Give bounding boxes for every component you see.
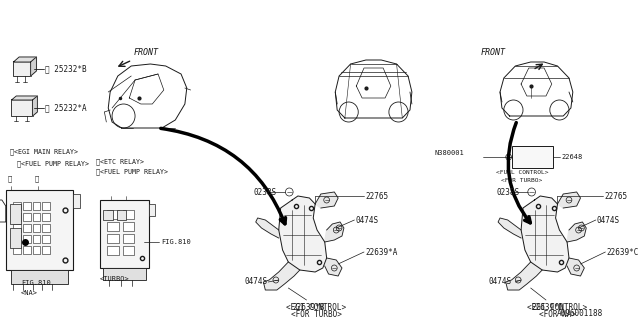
Bar <box>23 224 31 232</box>
Bar <box>513 146 553 168</box>
Bar <box>123 222 134 231</box>
Polygon shape <box>498 218 521 238</box>
Polygon shape <box>33 96 37 116</box>
Bar <box>33 235 40 243</box>
Text: 0474S: 0474S <box>596 215 620 225</box>
Bar <box>123 246 134 255</box>
Text: <NA>: <NA> <box>21 290 38 296</box>
Text: ②<FUEL PUMP RELAY>: ②<FUEL PUMP RELAY> <box>96 168 168 175</box>
Text: ② 25232*A: ② 25232*A <box>45 103 86 113</box>
Bar <box>42 246 50 254</box>
Bar <box>6 190 73 270</box>
Bar <box>23 246 31 254</box>
Polygon shape <box>567 258 584 276</box>
Polygon shape <box>506 262 542 290</box>
Bar <box>42 202 50 210</box>
Text: FIG.810: FIG.810 <box>21 280 51 286</box>
Text: 22639*D: 22639*D <box>532 303 564 312</box>
Bar <box>42 224 50 232</box>
Bar <box>12 100 33 116</box>
Text: 22639*B: 22639*B <box>292 303 324 312</box>
Bar <box>23 202 31 210</box>
Bar <box>10 228 21 248</box>
Bar <box>73 194 81 208</box>
Text: <FUEL CONTROL>: <FUEL CONTROL> <box>496 170 548 175</box>
Bar <box>123 210 134 219</box>
Bar <box>149 204 155 216</box>
Text: <FOR TURBO>: <FOR TURBO> <box>291 310 342 319</box>
Bar <box>42 213 50 221</box>
Text: 0238S: 0238S <box>496 188 519 196</box>
Polygon shape <box>264 262 300 290</box>
Bar <box>13 224 21 232</box>
Text: <EGI CONTROL>: <EGI CONTROL> <box>527 303 588 312</box>
Text: 0238S: 0238S <box>254 188 277 196</box>
Bar <box>23 213 31 221</box>
Polygon shape <box>13 57 36 62</box>
Polygon shape <box>324 222 344 242</box>
Bar <box>10 204 21 224</box>
Bar <box>104 268 145 280</box>
Bar <box>13 213 21 221</box>
Bar <box>13 246 21 254</box>
Text: ①<EGI MAIN RELAY>: ①<EGI MAIN RELAY> <box>10 148 77 155</box>
Text: FIG.810: FIG.810 <box>161 239 191 245</box>
Bar <box>42 235 50 243</box>
Text: <TURBO>: <TURBO> <box>100 276 129 282</box>
Polygon shape <box>557 192 580 208</box>
Polygon shape <box>567 222 586 242</box>
Text: ②<ETC RELAY>: ②<ETC RELAY> <box>96 158 144 164</box>
Text: 22639*A: 22639*A <box>365 247 397 257</box>
Bar <box>13 202 21 210</box>
Text: ①: ① <box>8 175 12 182</box>
Text: N380001: N380001 <box>435 150 465 156</box>
Bar <box>13 62 31 76</box>
Bar <box>33 213 40 221</box>
Bar <box>23 235 31 243</box>
Polygon shape <box>324 258 342 276</box>
Bar <box>108 246 119 255</box>
Bar <box>10 270 68 284</box>
Bar <box>33 202 40 210</box>
Text: A096001188: A096001188 <box>557 309 604 318</box>
Bar <box>108 210 119 219</box>
Polygon shape <box>279 196 326 272</box>
Bar <box>123 234 134 243</box>
Polygon shape <box>315 192 338 208</box>
Bar <box>108 234 119 243</box>
Bar <box>33 224 40 232</box>
Text: 22648: 22648 <box>561 154 582 160</box>
Text: 22765: 22765 <box>365 191 388 201</box>
Text: <EGI CONTROL>: <EGI CONTROL> <box>286 303 346 312</box>
Text: 22639*C: 22639*C <box>606 247 639 257</box>
Text: ②<FUEL PUMP RELAY>: ②<FUEL PUMP RELAY> <box>17 160 89 167</box>
Bar <box>108 222 119 231</box>
Text: FRONT: FRONT <box>134 48 159 57</box>
Text: 0474S: 0474S <box>488 277 511 286</box>
Bar <box>104 210 113 220</box>
Text: <FOR NA>: <FOR NA> <box>539 310 576 319</box>
Bar <box>100 200 149 268</box>
Text: FRONT: FRONT <box>481 48 506 57</box>
Text: ②: ② <box>35 175 39 182</box>
Bar <box>13 235 21 243</box>
Text: 0474S: 0474S <box>244 277 268 286</box>
Polygon shape <box>256 218 279 238</box>
Bar <box>33 246 40 254</box>
Text: ① 25232*B: ① 25232*B <box>45 65 86 74</box>
Bar <box>117 210 127 220</box>
Text: 22765: 22765 <box>604 191 628 201</box>
Polygon shape <box>31 57 36 76</box>
Polygon shape <box>12 96 37 100</box>
Text: <FOR TURBO>: <FOR TURBO> <box>501 178 543 183</box>
Text: 0474S: 0474S <box>355 215 378 225</box>
Polygon shape <box>521 196 569 272</box>
